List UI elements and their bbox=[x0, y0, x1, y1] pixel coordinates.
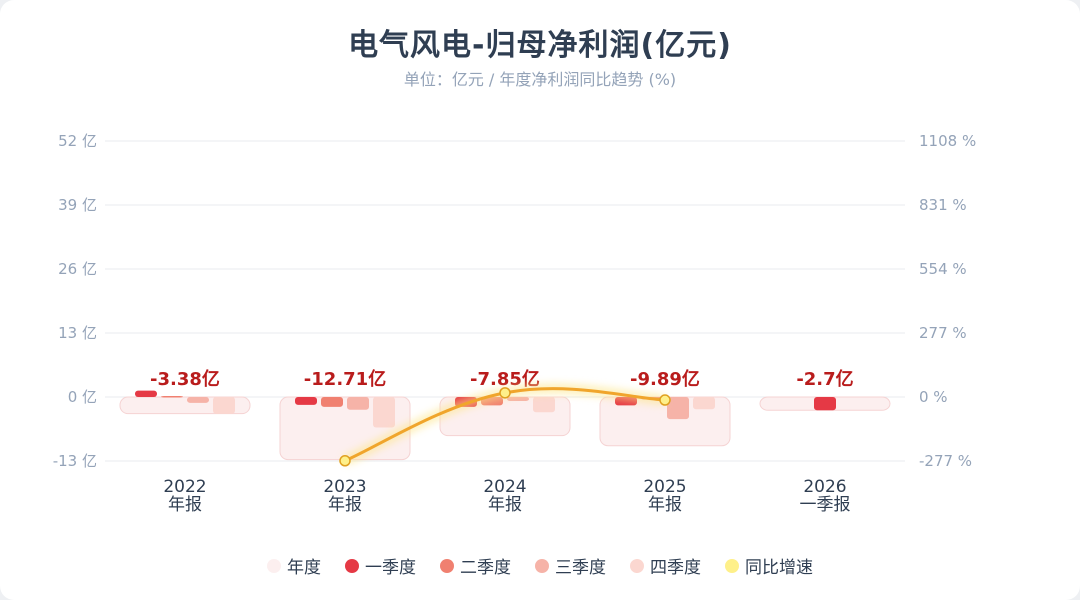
chart-title: 电气风电-归母净利润(亿元) bbox=[348, 28, 732, 63]
yoy-point bbox=[499, 387, 511, 399]
quarter-bar-q4 bbox=[693, 397, 715, 410]
legend-swatch bbox=[267, 558, 281, 573]
y-left-tick-label: -13 亿 bbox=[53, 452, 97, 470]
annual-value-label: -9.89亿 bbox=[630, 368, 700, 390]
x-tick-period: 年报 bbox=[168, 495, 202, 515]
y-left-tick-label: 26 亿 bbox=[58, 260, 97, 278]
x-tick-period: 一季报 bbox=[800, 495, 851, 515]
y-right-tick-label: 1108 % bbox=[919, 132, 976, 150]
quarter-bar-q3 bbox=[667, 397, 689, 420]
x-tick-year: 2024 bbox=[483, 477, 526, 497]
legend-item[interactable]: 三季度 bbox=[535, 553, 606, 578]
y-right-tick-label: 0 % bbox=[919, 388, 948, 406]
quarter-bar-q2 bbox=[161, 396, 183, 398]
quarter-bar-q1 bbox=[295, 397, 317, 405]
annual-value-label: -3.38亿 bbox=[150, 368, 220, 390]
quarter-bar-q1 bbox=[135, 390, 157, 397]
quarter-bar-q3 bbox=[187, 397, 209, 403]
quarter-bar-q1 bbox=[814, 397, 836, 411]
legend-swatch bbox=[630, 558, 644, 573]
y-right-tick-label: 554 % bbox=[919, 260, 967, 278]
x-tick-period: 年报 bbox=[648, 495, 682, 515]
chart-legend: 年度 一季度 二季度 三季度 四季度 同比增速 bbox=[0, 553, 1080, 578]
x-tick-period: 年报 bbox=[488, 495, 522, 515]
legend-label: 二季度 bbox=[460, 558, 511, 578]
legend-item[interactable]: 年度 bbox=[267, 553, 321, 578]
yoy-point bbox=[339, 455, 351, 467]
chart-subtitle: 单位：亿元 / 年度净利润同比趋势 (%) bbox=[403, 70, 677, 89]
legend-label: 四季度 bbox=[650, 558, 701, 578]
legend-item[interactable]: 同比增速 bbox=[725, 553, 813, 578]
quarter-bar-q3 bbox=[347, 397, 369, 410]
legend-label: 年度 bbox=[287, 558, 321, 578]
legend-label: 三季度 bbox=[555, 558, 606, 578]
quarter-bar-q4 bbox=[373, 397, 395, 428]
y-left-tick-label: 39 亿 bbox=[58, 196, 97, 214]
annual-value-label: -12.71亿 bbox=[304, 368, 386, 390]
y-right-tick-label: -277 % bbox=[919, 452, 972, 470]
legend-item[interactable]: 二季度 bbox=[440, 553, 511, 578]
x-tick-year: 2025 bbox=[643, 477, 686, 497]
quarter-bar-q3 bbox=[507, 397, 529, 401]
legend-label: 一季度 bbox=[365, 558, 416, 578]
y-left-tick-label: 0 亿 bbox=[68, 388, 97, 406]
legend-item[interactable]: 四季度 bbox=[630, 553, 701, 578]
legend-swatch bbox=[535, 558, 549, 573]
y-left-tick-label: 13 亿 bbox=[58, 324, 97, 342]
legend-item[interactable]: 一季度 bbox=[345, 553, 416, 578]
legend-label: 同比增速 bbox=[745, 558, 813, 578]
legend-swatch bbox=[440, 558, 454, 573]
quarter-bar-q4 bbox=[533, 397, 555, 413]
annual-value-label: -7.85亿 bbox=[470, 368, 540, 390]
x-tick-year: 2026 bbox=[803, 477, 846, 497]
yoy-point bbox=[659, 394, 671, 406]
y-left-tick-label: 52 亿 bbox=[58, 132, 97, 150]
y-right-tick-label: 831 % bbox=[919, 196, 967, 214]
annual-value-label: -2.7亿 bbox=[796, 368, 853, 390]
x-tick-year: 2022 bbox=[163, 477, 206, 497]
quarter-bar-q4 bbox=[213, 397, 235, 414]
x-tick-year: 2023 bbox=[323, 477, 366, 497]
legend-swatch bbox=[345, 558, 359, 573]
y-right-tick-label: 277 % bbox=[919, 324, 967, 342]
quarter-bar-q2 bbox=[321, 397, 343, 407]
legend-swatch bbox=[725, 558, 739, 573]
x-tick-period: 年报 bbox=[328, 495, 362, 515]
